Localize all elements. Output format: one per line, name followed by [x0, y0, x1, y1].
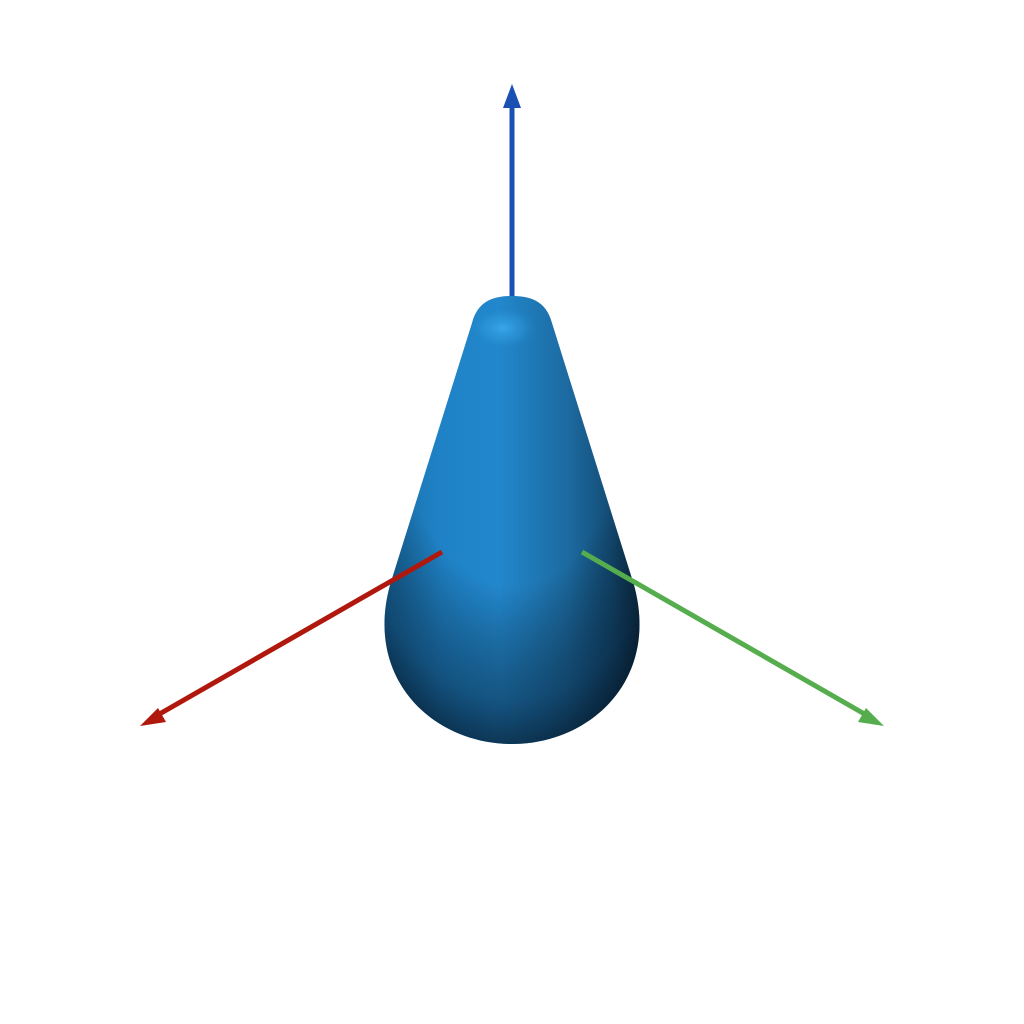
x-axis [140, 549, 444, 726]
teardrop-cap-highlight [472, 306, 540, 350]
z-axis-arrowhead [503, 84, 521, 108]
teardrop-object[interactable] [384, 296, 640, 744]
teardrop-bulb-shading [384, 296, 640, 744]
y-axis-line [580, 549, 870, 719]
y-axis [580, 549, 884, 726]
y-axis-arrowhead [858, 708, 884, 726]
x-axis-line [154, 549, 444, 719]
x-axis-arrowhead [140, 708, 166, 726]
z-axis [503, 84, 521, 302]
